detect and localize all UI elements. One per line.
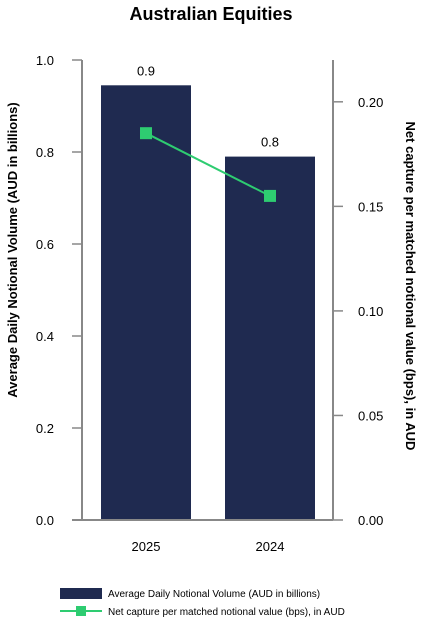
right-tick-label: 0.15: [358, 199, 383, 214]
line-point-2024: [264, 189, 276, 202]
right-tick-label: 0.10: [358, 304, 383, 319]
bar-data-label: 0.9: [137, 63, 155, 78]
right-axis-label: Net capture per matched notional value (…: [403, 122, 418, 451]
plot-area: 0.90.8 0.00.20.40.60.81.0 0.000.050.100.…: [36, 53, 383, 554]
x-tick-label: 2025: [132, 539, 161, 554]
legend-line-label: Net capture per matched notional value (…: [108, 607, 345, 618]
line-point-2025: [140, 127, 152, 140]
line-series-path: [145, 132, 271, 197]
bar-2025: [101, 85, 191, 521]
left-tick-label: 0.2: [36, 421, 54, 436]
x-tick-label: 2024: [256, 539, 285, 554]
right-tick-label: 0.00: [358, 513, 383, 528]
left-axis: 0.0 0.2 0.4 0.6 0.8 1.0: [36, 53, 83, 528]
right-tick-label: 0.20: [358, 95, 383, 110]
legend: Average Daily Notional Volume (AUD in bi…: [60, 588, 345, 618]
left-tick-label: 0.8: [36, 145, 54, 160]
legend-line-marker: [76, 606, 86, 616]
left-tick-label: 0.4: [36, 329, 54, 344]
bar-2024: [225, 156, 315, 520]
legend-bar-swatch: [60, 588, 102, 599]
legend-bar-label: Average Daily Notional Volume (AUD in bi…: [108, 589, 320, 600]
left-tick-label: 0.0: [36, 513, 54, 528]
chart-title: Australian Equities: [129, 4, 292, 24]
x-axis: 2025 2024: [72, 519, 333, 554]
left-axis-label: Average Daily Notional Volume (AUD in bi…: [5, 102, 20, 397]
bar-data-label: 0.8: [261, 135, 279, 150]
left-tick-label: 0.6: [36, 237, 54, 252]
right-axis: 0.00 0.05 0.10 0.15 0.20: [332, 60, 383, 528]
left-tick-label: 1.0: [36, 53, 54, 68]
right-tick-label: 0.05: [358, 408, 383, 423]
